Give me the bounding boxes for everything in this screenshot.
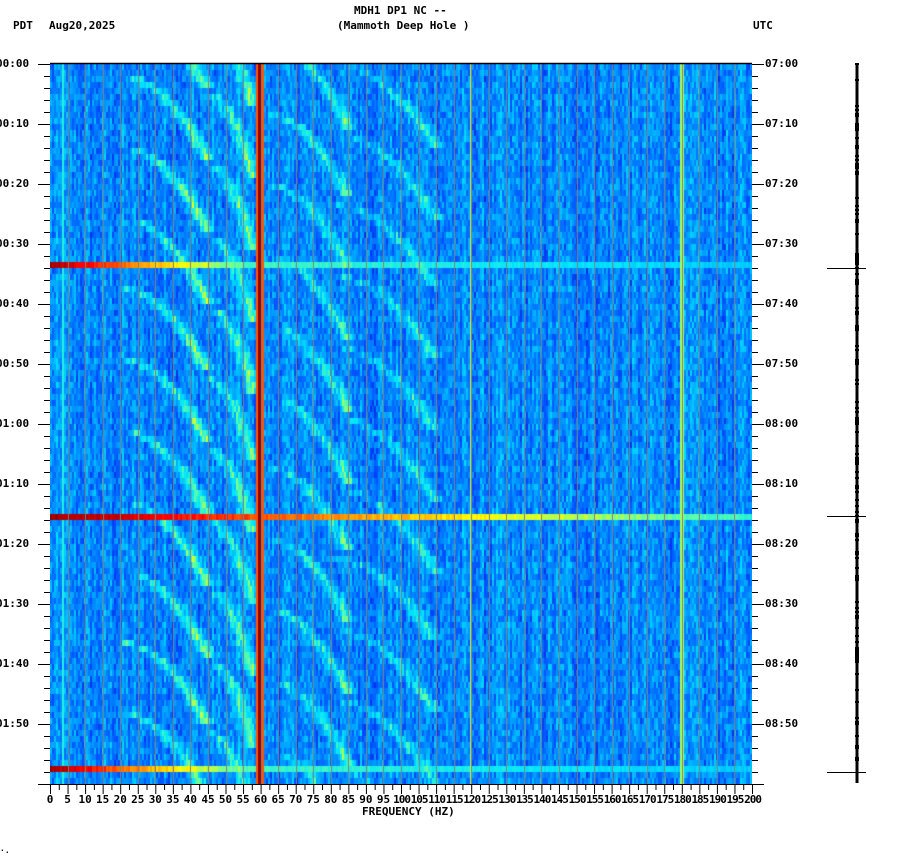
- frequency-tick-label: 80: [324, 793, 338, 806]
- frequency-tick-label: 50: [218, 793, 233, 806]
- frequency-tick-label: 40: [183, 793, 198, 806]
- right-timezone-label: UTC: [753, 19, 773, 32]
- frequency-tick-label: 90: [359, 793, 373, 806]
- frequency-tick-label: 70: [289, 793, 303, 806]
- frequency-tick-label: 165: [621, 793, 639, 806]
- left-time-tick-label: 00:40: [0, 297, 30, 310]
- frequency-tick-label: 140: [533, 793, 552, 806]
- spectrogram-plot: [50, 64, 752, 784]
- left-time-tick-label: 01:10: [0, 477, 30, 490]
- date-label: Aug20,2025: [49, 19, 116, 32]
- right-time-tick-label: 08:10: [765, 477, 799, 490]
- frequency-tick-label: 195: [726, 793, 745, 806]
- right-time-tick-label: 07:40: [765, 297, 799, 310]
- frequency-tick-label: 170: [638, 793, 657, 806]
- right-time-tick-label: 08:30: [765, 597, 799, 610]
- frequency-tick-label: 190: [709, 793, 727, 806]
- left-time-tick-label: 00:00: [0, 57, 30, 70]
- right-time-tick-label: 07:50: [765, 357, 799, 370]
- right-time-tick-label: 07:30: [765, 237, 799, 250]
- left-time-tick-label: 00:20: [0, 177, 30, 190]
- left-time-tick-label: 01:00: [0, 417, 30, 430]
- right-time-tick-label: 08:40: [765, 657, 799, 670]
- frequency-tick-label: 95: [376, 793, 391, 806]
- left-time-tick-label: 01:30: [0, 597, 30, 610]
- left-time-tick-label: 00:50: [0, 357, 30, 370]
- right-time-tick-label: 08:20: [765, 537, 799, 550]
- frequency-tick-label: 0: [46, 793, 54, 806]
- frequency-tick-label: 55: [236, 793, 250, 806]
- frequency-tick-label: 160: [603, 793, 622, 806]
- left-time-tick-label: 00:10: [0, 117, 30, 130]
- left-time-tick-label: 01:40: [0, 657, 30, 670]
- frequency-tick-label: 20: [113, 793, 127, 806]
- frequency-tick-label: 85: [341, 793, 355, 806]
- x-axis-label: FREQUENCY (HZ): [362, 805, 455, 818]
- frequency-tick-label: 185: [691, 793, 709, 806]
- frequency-tick-label: 75: [306, 793, 320, 806]
- frequency-tick-label: 130: [498, 793, 516, 806]
- left-timezone-label: PDT: [13, 19, 33, 32]
- frequency-tick-label: 5: [64, 793, 71, 806]
- frequency-tick-label: 115: [445, 793, 464, 806]
- frequency-tick-label: 110: [428, 793, 446, 806]
- frequency-tick-label: 145: [551, 793, 569, 806]
- frequency-tick-label: 60: [254, 793, 268, 806]
- frequency-tick-label: 200: [744, 793, 762, 806]
- frequency-tick-label: 150: [568, 793, 587, 806]
- chart-subtitle: (Mammoth Deep Hole ): [337, 19, 470, 32]
- frequency-tick-label: 105: [410, 793, 429, 806]
- frequency-tick-label: 65: [271, 793, 285, 806]
- right-time-tick-label: 08:50: [765, 717, 799, 730]
- frequency-tick-label: 155: [586, 793, 604, 806]
- frequency-tick-label: 120: [463, 793, 481, 806]
- left-time-tick-label: 01:20: [0, 537, 30, 550]
- right-time-tick-label: 08:00: [765, 417, 799, 430]
- frequency-tick-label: 30: [148, 793, 162, 806]
- right-time-tick-label: 07:20: [765, 177, 799, 190]
- frequency-tick-label: 10: [78, 793, 92, 806]
- frequency-tick-label: 35: [166, 793, 180, 806]
- left-time-tick-label: 01:50: [0, 717, 30, 730]
- frequency-tick-label: 15: [96, 793, 110, 806]
- frequency-tick-label: 175: [656, 793, 674, 806]
- right-time-tick-label: 07:10: [765, 117, 799, 130]
- left-time-tick-label: 00:30: [0, 237, 30, 250]
- frequency-tick-label: 25: [131, 793, 145, 806]
- right-time-tick-label: 07:00: [765, 57, 799, 70]
- frequency-tick-label: 125: [480, 793, 499, 806]
- footer-mark: ·.: [0, 846, 10, 855]
- frequency-tick-label: 45: [201, 793, 215, 806]
- frequency-tick-label: 135: [515, 793, 534, 806]
- chart-title: MDH1 DP1 NC --: [354, 4, 447, 17]
- frequency-tick-label: 180: [673, 793, 692, 806]
- frequency-tick-label: 100: [393, 793, 411, 806]
